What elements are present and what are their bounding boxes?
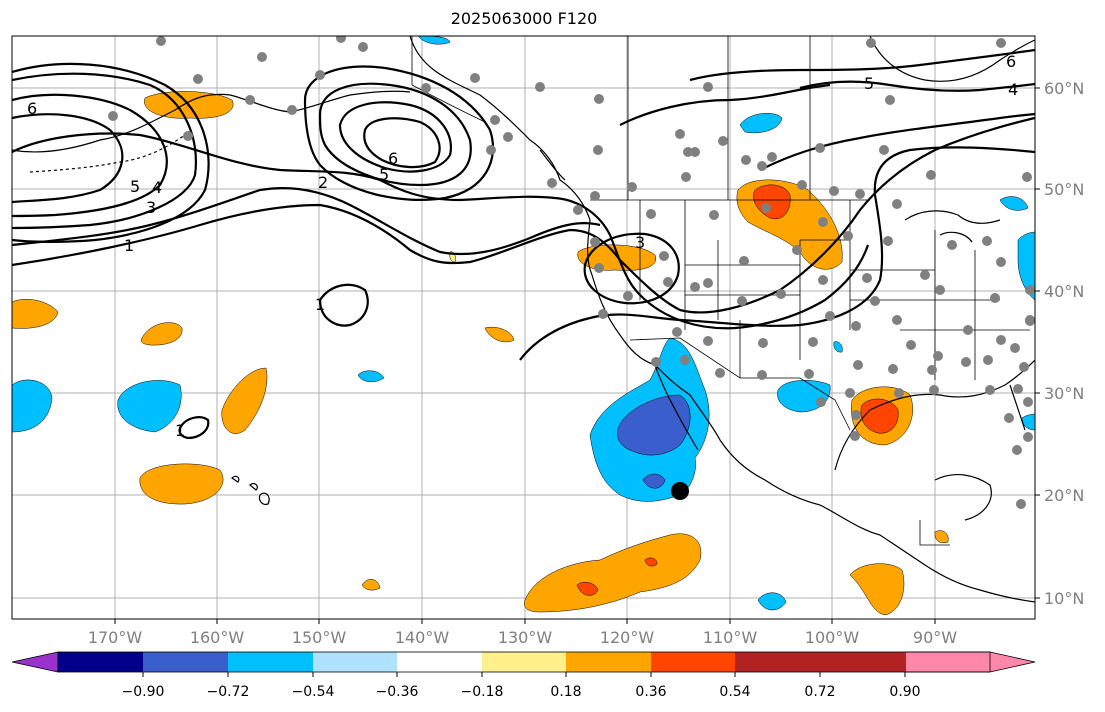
colorbar-segment: [228, 652, 314, 672]
contour-label: 3: [635, 233, 645, 252]
contour-label: 4: [1008, 80, 1018, 99]
positive-anomaly-area: [139, 463, 224, 505]
negative-anomaly-area: [617, 394, 691, 456]
map-frame: [11, 35, 1036, 620]
positive-anomaly-area: [849, 563, 905, 616]
negative-anomaly-area: [117, 380, 182, 433]
colorbar-label: 0.54: [719, 684, 750, 700]
colorbar-segment: [313, 652, 399, 672]
lon-label: 110°W: [703, 628, 758, 647]
positive-anomaly-area: [361, 579, 381, 591]
storm-marker: [671, 482, 689, 500]
positive-anomaly-area: [576, 582, 599, 596]
positive-anomaly-area: [934, 530, 949, 544]
contour-label: 5: [864, 74, 874, 93]
lat-label: 60°N: [1044, 79, 1084, 98]
contour-label: 1: [315, 295, 325, 314]
colorbar-label: −0.18: [461, 684, 504, 700]
contour-label: 3: [146, 198, 156, 217]
lon-label: 100°W: [805, 628, 860, 647]
lon-label: 130°W: [498, 628, 553, 647]
contour-label: 6: [388, 149, 398, 168]
colorbar-segment: [482, 652, 568, 672]
positive-anomaly-area: [644, 557, 658, 567]
map-plot-area: 6 5 4 3 1 2 5 6 3 1 1 5 4 6: [12, 36, 1035, 619]
contour-label-group: 6 5 4 3 1 2 5 6 3 1 1 5 4 6: [27, 52, 1018, 440]
lat-label: 50°N: [1044, 180, 1084, 199]
colorbar-segment: [397, 652, 483, 672]
positive-anomaly-area: [484, 326, 515, 343]
positive-anomaly-area: [12, 299, 59, 329]
map-title: 2025063000 F120: [450, 9, 598, 28]
longitude-axis: 170°W 160°W 150°W 140°W 130°W 120°W 110°…: [88, 619, 957, 647]
colorbar-segment: [566, 652, 652, 672]
contour-label: 6: [1006, 52, 1016, 71]
latitude-axis: 60°N 50°N 40°N 30°N 20°N 10°N: [1035, 79, 1084, 608]
contour-label: 5: [379, 165, 389, 184]
contour-label: 1: [175, 421, 185, 440]
contour-label: 4: [152, 178, 162, 197]
negative-anomaly-area: [833, 341, 843, 353]
contour-label: 2: [318, 173, 328, 192]
colorbar-segment: [651, 652, 737, 672]
colorbar-frame: [57, 651, 991, 673]
colorbar: −0.90 −0.72 −0.54 −0.36 −0.18 0.18 0.36 …: [11, 651, 1036, 700]
colorbar-segment: [820, 652, 906, 672]
colorbar-label: 0.18: [550, 684, 581, 700]
lat-label: 40°N: [1044, 282, 1084, 301]
lon-label: 120°W: [600, 628, 655, 647]
positive-anomaly-area: [524, 533, 702, 613]
positive-anomaly-area: [141, 322, 183, 346]
positive-anomaly-area: [221, 367, 268, 434]
station-markers: [108, 36, 1035, 509]
colorbar-label: −0.72: [207, 684, 250, 700]
colorbar-left-arrow: [11, 651, 59, 673]
contour-label: 1: [124, 236, 134, 255]
colorbar-segment: [58, 652, 144, 672]
negative-anomaly-area: [757, 592, 787, 611]
contour-lines: [12, 48, 1035, 440]
negative-anomaly-area: [739, 113, 783, 134]
lon-label: 150°W: [292, 628, 347, 647]
colorbar-label: 0.90: [889, 684, 920, 700]
colorbar-label: −0.36: [376, 684, 419, 700]
coastlines: [12, 36, 1035, 603]
colorbar-label: −0.54: [292, 684, 335, 700]
colorbar-label: 0.72: [804, 684, 835, 700]
negative-anomaly-area: [1017, 231, 1035, 301]
lon-label: 160°W: [190, 628, 245, 647]
contour-label: 6: [27, 99, 37, 118]
negative-anomaly-area: [357, 370, 385, 383]
lat-label: 10°N: [1044, 589, 1084, 608]
lon-label: 90°W: [913, 628, 957, 647]
colorbar-right-arrow: [904, 651, 1036, 673]
positive-anomaly-area: [860, 398, 899, 434]
lon-label: 140°W: [395, 628, 450, 647]
negative-anomaly-area: [999, 196, 1029, 211]
lat-label: 20°N: [1044, 486, 1084, 505]
lat-label: 30°N: [1044, 384, 1084, 403]
contour-label: 5: [130, 177, 140, 196]
lon-label: 170°W: [88, 628, 143, 647]
colorbar-label: −0.90: [122, 684, 165, 700]
colorbar-label: 0.36: [635, 684, 666, 700]
negative-anomaly-area: [642, 473, 666, 489]
colorbar-segment: [143, 652, 229, 672]
colorbar-segment: [735, 652, 821, 672]
anomaly-shading: [12, 36, 1035, 616]
negative-anomaly-area: [12, 379, 53, 433]
colorbar-ticks: [142, 672, 906, 677]
